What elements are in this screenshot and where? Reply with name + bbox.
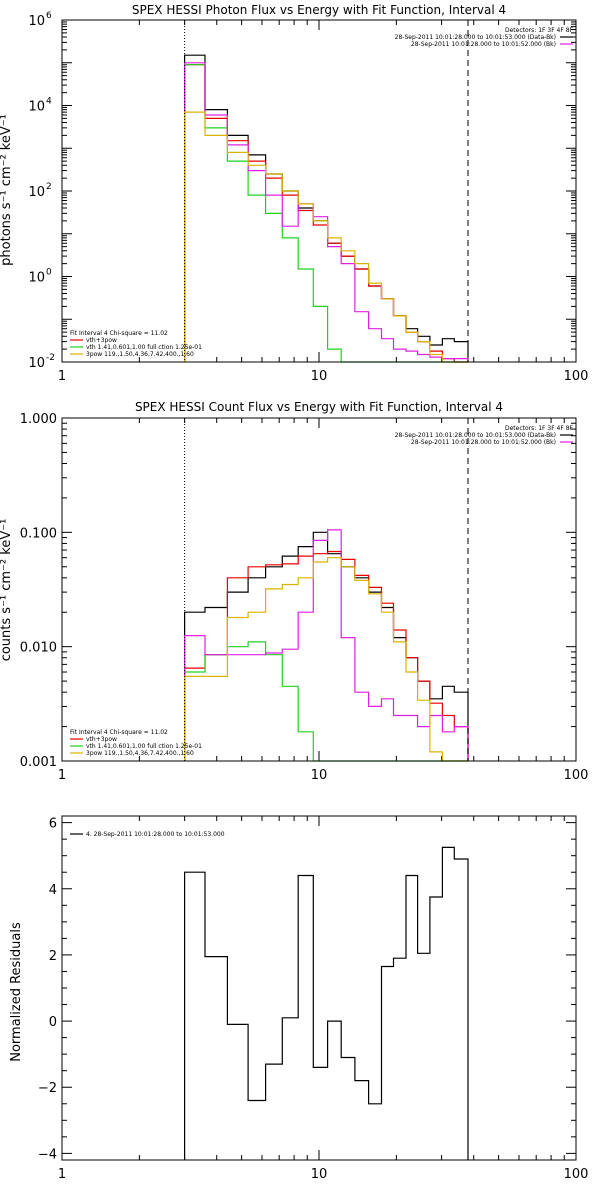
y-tick-label: 10 bbox=[28, 14, 45, 29]
y-tick-label: −2 bbox=[38, 1081, 57, 1096]
legend-bottom-left: Fit Interval 4 Chi-square = 11.02 vth+3p… bbox=[70, 330, 202, 358]
x-tick-label: 100 bbox=[564, 369, 589, 384]
panel-title: SPEX HESSI Photon Flux vs Energy with Fi… bbox=[132, 3, 506, 17]
y-tick-label: 10 bbox=[28, 271, 45, 286]
y-tick-label: 10 bbox=[28, 185, 45, 200]
series-yellow bbox=[184, 111, 468, 363]
count-flux-panel: SPEX HESSI Count Flux vs Energy with Fit… bbox=[0, 400, 588, 783]
legend-bl-entry: 3pow 119.,1.50,4.36,7.42,400.,1.60 bbox=[86, 750, 194, 757]
plot-frame bbox=[61, 815, 577, 1161]
y-tick-exponent: -2 bbox=[46, 353, 55, 363]
series-black bbox=[184, 54, 469, 362]
vline-group bbox=[184, 20, 469, 362]
x-tick-label: 10 bbox=[311, 369, 328, 384]
x-tick-label: 100 bbox=[564, 1167, 589, 1182]
legend-bl-entry: vth+3pow bbox=[86, 736, 117, 743]
legend-bl-header: Fit Interval 4 Chi-square = 11.02 bbox=[70, 729, 168, 736]
y-tick-exponent: 0 bbox=[46, 268, 52, 278]
y-tick-label: 0.010 bbox=[20, 641, 57, 656]
x-tick-label: 100 bbox=[564, 768, 589, 783]
x-tick-label: 1 bbox=[58, 768, 66, 783]
series-black bbox=[184, 846, 469, 1160]
x-tick-label: 10 bbox=[311, 1167, 328, 1182]
y-tick-exponent: 4 bbox=[46, 97, 52, 107]
legend-tr-line: 28-Sep-2011 10:01:28.000 to 10:01:53.000… bbox=[395, 34, 556, 41]
y-tick-label: 0 bbox=[49, 1015, 57, 1030]
legend-bl-entry: vth 1.41,0.601,1.00 full ction 1.25e-01 bbox=[86, 344, 202, 351]
y-tick-label: 1.000 bbox=[20, 412, 57, 427]
plot-frame bbox=[61, 19, 577, 363]
photon-flux-panel: SPEX HESSI Photon Flux vs Energy with Fi… bbox=[0, 3, 588, 384]
y-tick-label: −4 bbox=[38, 1147, 57, 1162]
legend-top-right: Detectors: 1F 3F 4F 8F 28-Sep-2011 10:01… bbox=[395, 27, 574, 48]
series-group bbox=[184, 54, 469, 363]
legend-bl-entry: 3pow 119.,1.50,4.36,7.42,400.,1.60 bbox=[86, 351, 194, 358]
tick-group: 1 10 100 0.001 0.010 0.100 1.000 bbox=[20, 412, 589, 783]
x-tick-label: 1 bbox=[58, 1167, 66, 1182]
legend-tr-line: 28-Sep-2011 10:01:28.000 to 10:01:52.000… bbox=[411, 41, 556, 48]
residuals-panel: Normalized Residuals 1 10 100 −4 −2 0 2 4 6 4. 2… bbox=[9, 815, 589, 1182]
panel-title: SPEX HESSI Count Flux vs Energy with Fit… bbox=[135, 400, 503, 414]
legend-top-right: Detectors: 1F 3F 4F 8F 28-Sep-2011 10:01… bbox=[395, 425, 574, 446]
y-axis-label: counts s⁻¹ cm⁻² keV⁻¹ bbox=[0, 519, 14, 662]
legend-tr-line: 28-Sep-2011 10:01:28.000 to 10:01:52.000… bbox=[411, 439, 556, 446]
x-tick-label: 1 bbox=[58, 369, 66, 384]
y-tick-exponent: 6 bbox=[46, 11, 52, 21]
legend-bottom-left: Fit Interval 4 Chi-square = 11.02 vth+3p… bbox=[70, 729, 202, 757]
legend-tr-line: Detectors: 1F 3F 4F 8F bbox=[505, 425, 574, 432]
legend-tr-line: Detectors: 1F 3F 4F 8F bbox=[505, 27, 574, 34]
vline-group bbox=[184, 418, 469, 761]
legend-bl-entry: vth 1.41,0.601,1.00 full ction 1.25e-01 bbox=[86, 743, 202, 750]
y-tick-exponent: 2 bbox=[46, 182, 52, 192]
series-group bbox=[184, 846, 469, 1160]
legend-bl-header: Fit Interval 4 Chi-square = 11.02 bbox=[70, 330, 168, 337]
plot-frame bbox=[61, 417, 577, 762]
y-tick-label: 2 bbox=[49, 949, 57, 964]
y-tick-label: 0.100 bbox=[20, 526, 57, 541]
series-group bbox=[184, 529, 469, 762]
y-tick-label: 6 bbox=[49, 817, 57, 832]
legend-tr-line: 28-Sep-2011 10:01:28.000 to 10:01:53.000… bbox=[395, 432, 556, 439]
y-axis-label: photons s⁻¹ cm⁻² keV⁻¹ bbox=[0, 114, 14, 266]
series-yellow bbox=[184, 557, 468, 762]
y-tick-label: 10 bbox=[28, 356, 45, 371]
y-axis-label: Normalized Residuals bbox=[9, 922, 24, 1062]
legend-bl-entry: vth+3pow bbox=[86, 337, 117, 344]
y-tick-label: 0.001 bbox=[20, 755, 57, 770]
legend-top-left: 4. 28-Sep-2011 10:01:28.000 to 10:01:53.… bbox=[86, 831, 225, 838]
x-tick-label: 10 bbox=[311, 768, 328, 783]
tick-group: 1 10 100 −4 −2 0 2 4 6 bbox=[38, 816, 589, 1182]
y-tick-label: 10 bbox=[28, 100, 45, 115]
y-tick-label: 4 bbox=[49, 883, 57, 898]
legend-tl-label: 4. 28-Sep-2011 10:01:28.000 to 10:01:53.… bbox=[86, 831, 225, 838]
series-red bbox=[184, 550, 469, 761]
series-magenta bbox=[184, 62, 469, 362]
